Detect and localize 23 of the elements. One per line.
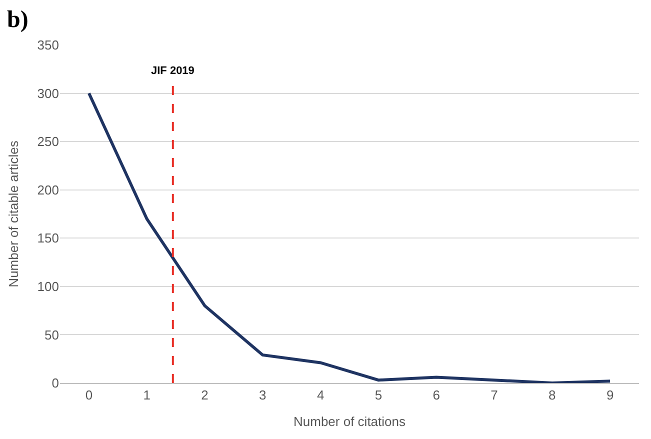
y-tick-label: 150	[37, 230, 59, 246]
x-tick-label: 8	[548, 388, 556, 403]
x-tick-label: 1	[143, 388, 150, 403]
y-tick-label: 250	[37, 134, 59, 150]
line-series	[87, 92, 612, 383]
y-tick-label: 50	[44, 327, 59, 342]
y-axis-title: Number of citable articles	[6, 140, 22, 288]
y-tick-label: 0	[52, 376, 59, 391]
y-tick-label: 350	[37, 38, 59, 53]
x-tick-label: 2	[201, 388, 208, 403]
x-tick-label: 7	[490, 388, 498, 403]
x-tick-label: 0	[85, 388, 93, 403]
x-tick-label: 4	[316, 388, 324, 403]
x-tick-label: 5	[374, 388, 382, 403]
x-tick-label: 3	[259, 388, 266, 403]
text: b)	[7, 7, 28, 33]
ref-line-label: JIF 2019	[151, 65, 194, 77]
y-tick-label: 300	[37, 86, 59, 101]
x-tick-label: 9	[606, 388, 614, 403]
x-axis-title: Number of citations	[294, 414, 406, 430]
y-tick-label: 200	[37, 182, 59, 198]
y-tick-label: 100	[37, 278, 59, 294]
x-tick-label: 6	[432, 388, 440, 403]
